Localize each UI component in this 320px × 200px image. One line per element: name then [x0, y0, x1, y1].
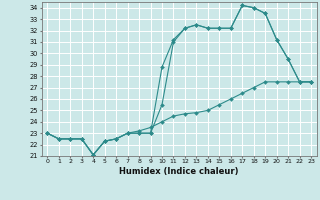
X-axis label: Humidex (Indice chaleur): Humidex (Indice chaleur): [119, 167, 239, 176]
